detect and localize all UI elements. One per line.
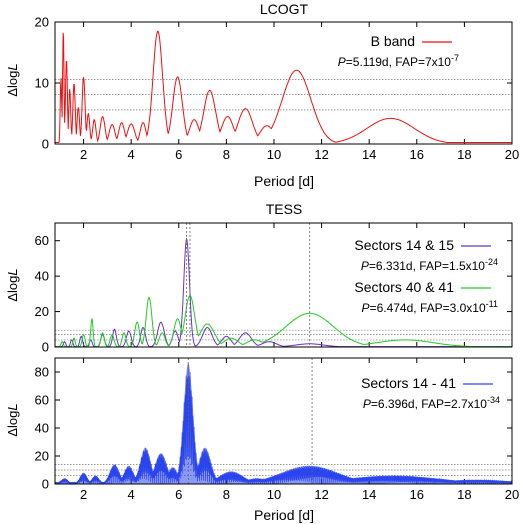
y-tick-label: 20 (35, 449, 49, 464)
x-tick-label: 14 (362, 147, 376, 162)
y-tick-label: 40 (35, 269, 49, 284)
y-axis-label: ΔlogL (5, 268, 20, 301)
panel-tess: TESS ΔlogL 0 20 40 60 Sectors 14 & 15 P=6.3… (5, 201, 513, 355)
y-tick-label: 40 (35, 421, 49, 436)
y-tick-label: 60 (35, 393, 49, 408)
legend: Sectors 14 - 41 P=6.396d, FAP=2.7x10-34 (361, 375, 500, 411)
panel-combined: ΔlogL 2 4 6 8 10 12 14 16 18 20 0 20 40 60 80 Sectors … (5, 357, 519, 523)
x-tick-label: 18 (457, 147, 471, 162)
y-tick-label: 20 (35, 15, 49, 30)
x-tick-label: 6 (175, 147, 182, 162)
legend-info: P=5.119d, FAP=7x10-7 (338, 53, 459, 69)
x-tick-label: 20 (505, 487, 519, 502)
x-tick-label: 2 (80, 487, 87, 502)
legend-entry: Sectors 14 & 15 (354, 237, 454, 253)
y-axis-label: ΔlogL (5, 403, 20, 436)
x-tick-label: 16 (410, 487, 424, 502)
x-tick-label: 10 (267, 147, 281, 162)
y-tick-label: 0 (42, 137, 49, 152)
y-axis-label: ΔlogL (5, 63, 20, 96)
y-tick-label: 10 (35, 76, 49, 91)
x-tick-label: 8 (223, 487, 230, 502)
x-tick-label: 10 (267, 487, 281, 502)
x-tick-label: 4 (128, 487, 135, 502)
y-tick-label: 0 (42, 340, 49, 355)
series-line (55, 295, 512, 348)
plot-frame (54, 222, 513, 348)
series-line (54, 363, 513, 486)
x-tick-label: 18 (457, 487, 471, 502)
plot-frame (54, 21, 513, 145)
x-tick-label: 12 (314, 147, 328, 162)
legend: Sectors 14 & 15 P=6.331d, FAP=1.5x10-24 … (354, 237, 498, 315)
legend-entry: Sectors 40 & 41 (354, 279, 454, 295)
y-tick-label: 0 (42, 477, 49, 492)
panel-title: LCOGT (260, 1, 309, 17)
series-line (55, 30, 512, 143)
y-tick-label: 20 (35, 304, 49, 319)
x-tick-label: 14 (362, 487, 376, 502)
panel-title: TESS (266, 201, 303, 217)
plot-frame (54, 357, 513, 485)
legend-info: P=6.396d, FAP=2.7x10-34 (363, 395, 500, 411)
x-tick-label: 6 (175, 487, 182, 502)
y-tick-label: 80 (35, 365, 49, 380)
x-axis-label: Period [d] (254, 173, 314, 189)
x-tick-label: 12 (314, 487, 328, 502)
legend: B band P=5.119d, FAP=7x10-7 (338, 33, 459, 69)
legend-info: P=6.331d, FAP=1.5x10-24 (361, 257, 498, 273)
y-tick-label: 60 (35, 233, 49, 248)
x-tick-label: 4 (128, 147, 135, 162)
x-tick-label: 2 (80, 147, 87, 162)
legend-entry: Sectors 14 - 41 (361, 375, 456, 391)
x-tick-label: 8 (223, 147, 230, 162)
panel-lcogt: LCOGT ΔlogL 2 4 6 8 10 12 14 16 18 20 0 10 20 B band… (5, 1, 519, 189)
legend-entry: B band (371, 33, 415, 49)
x-tick-label: 16 (410, 147, 424, 162)
x-axis-label: Period [d] (254, 507, 314, 523)
legend-info: P=6.474d, FAP=3.0x10-11 (362, 299, 498, 315)
x-tick-label: 20 (505, 147, 519, 162)
